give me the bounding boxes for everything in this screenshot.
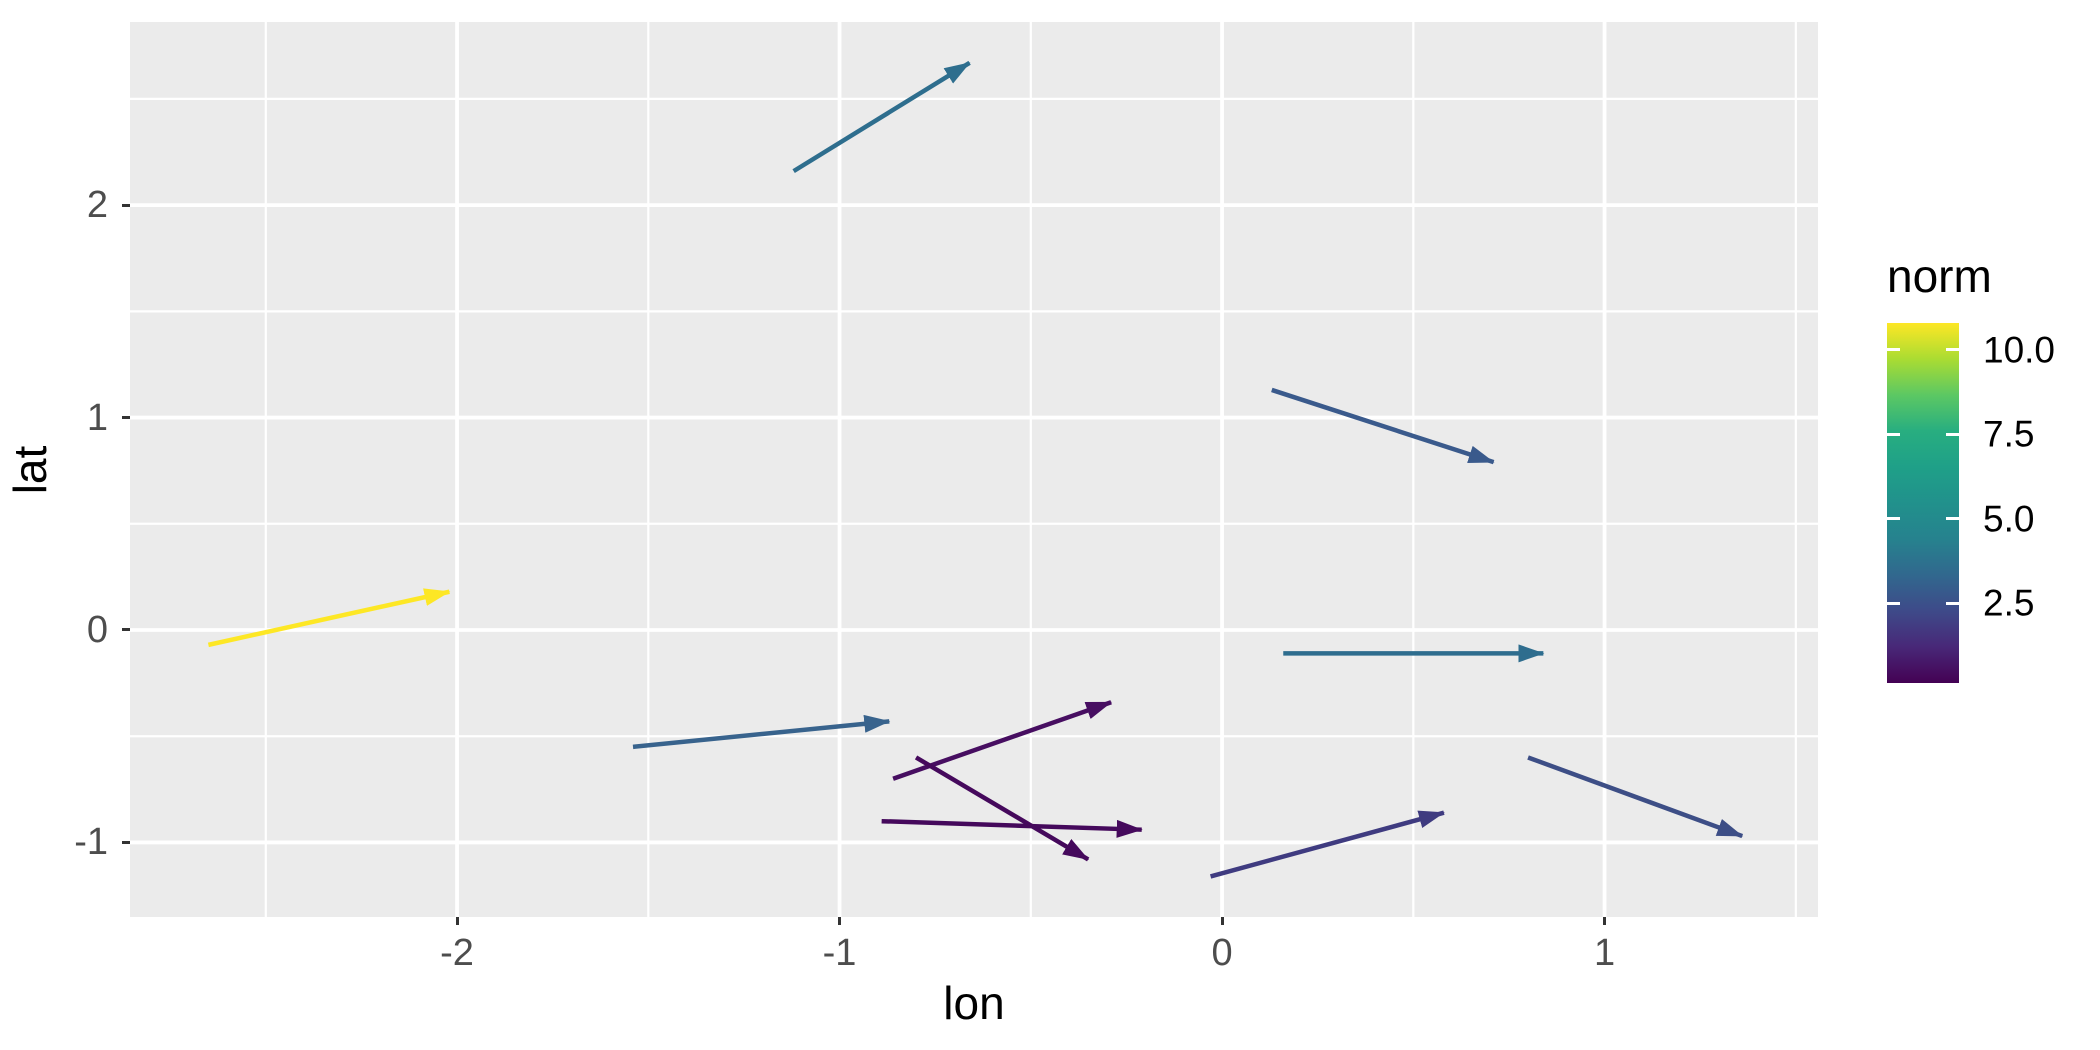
legend-tick-mark: [1887, 601, 1900, 605]
x-tick-label: 1: [1593, 932, 1616, 974]
vector-arrow: [1527, 755, 1744, 839]
legend-tick-label: 5.0: [1983, 498, 2035, 540]
legend-tick-label: 2.5: [1983, 582, 2035, 624]
y-tick-mark: [122, 840, 130, 844]
y-tick-mark: [122, 416, 130, 420]
y-tick-label: -1: [74, 821, 108, 864]
legend-tick-mark: [1946, 432, 1959, 436]
vector-arrow: [792, 60, 971, 174]
x-tick-mark: [1603, 917, 1607, 925]
y-tick-mark: [122, 203, 130, 207]
y-tick-mark: [122, 628, 130, 632]
legend-tick-mark: [1946, 601, 1959, 605]
legend-tick-mark: [1946, 348, 1959, 352]
legend-tick-mark: [1887, 517, 1900, 521]
plot-panel: [130, 22, 1818, 917]
legend-tick-mark: [1887, 432, 1900, 436]
legend-tick-mark: [1946, 517, 1959, 521]
plot-canvas: [130, 22, 1818, 917]
vector-arrow: [1209, 810, 1445, 879]
x-tick-label: -1: [822, 932, 857, 974]
vector-arrow: [207, 588, 451, 648]
vector-arrow: [1271, 387, 1495, 465]
vector-arrow: [892, 700, 1113, 781]
vector-arrow: [632, 714, 891, 750]
y-tick-label: 2: [86, 184, 108, 227]
x-tick-label: 0: [1211, 932, 1233, 974]
legend-tick-label: 7.5: [1983, 413, 2035, 455]
y-tick-label: 1: [86, 396, 108, 439]
y-tick-label: 0: [86, 608, 108, 651]
legend-title: norm: [1887, 250, 1992, 302]
x-tick-mark: [838, 917, 842, 925]
x-tick-mark: [455, 917, 459, 925]
legend-colorbar: [1887, 323, 1959, 683]
vector-arrow: [914, 755, 1090, 862]
x-tick-mark: [1220, 917, 1224, 925]
x-axis-title: lon: [943, 977, 1005, 1029]
x-tick-label: -2: [440, 932, 474, 974]
vector-arrow: [881, 818, 1143, 838]
y-axis-title: lat: [4, 445, 56, 494]
legend-tick-label: 10.0: [1983, 329, 2056, 371]
legend-tick-mark: [1887, 348, 1900, 352]
